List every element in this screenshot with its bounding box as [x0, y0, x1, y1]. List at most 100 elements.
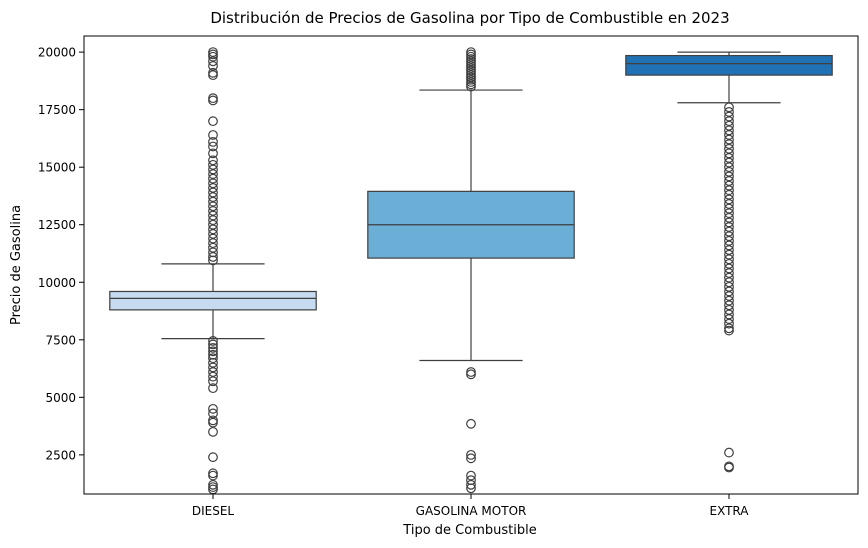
outlier-point: [724, 194, 734, 205]
y-tick-label: 15000: [38, 161, 76, 175]
box-group-extra: [625, 51, 833, 473]
outlier-point: [208, 164, 218, 175]
outlier-point: [208, 130, 218, 140]
outlier-point: [724, 143, 734, 154]
outlier-point: [208, 408, 218, 419]
outlier-point: [724, 116, 734, 127]
outlier-point: [208, 159, 218, 170]
outlier-point: [208, 192, 218, 203]
outlier-point: [208, 136, 218, 147]
outlier-point: [724, 314, 734, 324]
outlier-point: [208, 339, 218, 350]
outlier-point: [724, 258, 734, 269]
y-tick-label: 12500: [38, 218, 76, 232]
outlier-point: [208, 238, 218, 249]
outlier-point: [208, 178, 218, 189]
outlier-point: [208, 233, 218, 244]
outlier-point: [724, 235, 734, 246]
outlier-point: [208, 61, 218, 71]
outlier-point: [208, 346, 218, 357]
outlier-point: [724, 125, 734, 136]
outlier-point: [724, 222, 734, 232]
outlier-point: [724, 309, 734, 320]
outlier-point: [208, 215, 218, 226]
outlier-point: [466, 453, 476, 464]
outlier-point: [724, 462, 734, 473]
outlier-point: [466, 470, 476, 481]
outlier-point: [724, 180, 734, 191]
outlier-point: [466, 369, 476, 380]
y-tick-label: 7500: [45, 333, 76, 347]
outlier-point: [208, 182, 218, 193]
y-axis-label: Precio de Gasolina: [9, 205, 24, 325]
x-tick-label: EXTRA: [710, 504, 750, 518]
outlier-point: [724, 245, 734, 255]
outlier-point: [208, 224, 218, 235]
outlier-point: [724, 111, 734, 122]
outlier-point: [724, 130, 734, 140]
outlier-point: [208, 417, 218, 428]
outlier-point: [724, 171, 734, 182]
outlier-point: [724, 107, 734, 117]
outlier-point: [208, 169, 218, 179]
outlier-point: [208, 70, 218, 81]
outlier-point: [724, 277, 734, 288]
outlier-point: [208, 371, 218, 382]
outlier-point: [208, 252, 218, 262]
outlier-point: [724, 318, 734, 329]
outlier-point: [466, 449, 476, 460]
plot-area: [109, 47, 833, 495]
outlier-point: [208, 342, 218, 353]
iqr-box: [109, 290, 317, 311]
outlier-point: [208, 367, 218, 377]
outlier-point: [466, 418, 476, 429]
outlier-point: [724, 189, 734, 200]
outlier-point: [208, 148, 218, 159]
y-tick-label: 17500: [38, 103, 76, 117]
outlier-point: [724, 139, 734, 150]
box-group-diesel: [109, 47, 317, 495]
outlier-point: [724, 240, 734, 251]
chart-title: Distribución de Precios de Gasolina por …: [210, 9, 729, 27]
outlier-point: [724, 254, 734, 265]
outlier-point: [724, 185, 734, 196]
outlier-point: [466, 81, 476, 92]
outlier-point: [724, 304, 734, 315]
outlier-point: [724, 447, 734, 458]
outlier-point: [208, 383, 218, 394]
outlier-point: [724, 134, 734, 145]
box-group-gasolina-motor: [367, 47, 575, 494]
outlier-point: [724, 203, 734, 214]
outlier-point: [724, 153, 734, 163]
outlier-point: [208, 210, 218, 221]
outlier-point: [724, 162, 734, 173]
outlier-point: [208, 336, 218, 346]
outlier-point: [208, 219, 218, 230]
outlier-point: [208, 362, 218, 373]
outlier-point: [208, 206, 218, 216]
outlier-point: [208, 357, 218, 368]
outlier-point: [724, 199, 734, 209]
x-tick-label: GASOLINA MOTOR: [416, 504, 527, 518]
outlier-point: [724, 300, 734, 311]
y-tick-label: 5000: [45, 391, 76, 405]
outlier-point: [208, 376, 218, 387]
outlier-point: [466, 479, 476, 490]
outlier-point: [208, 426, 218, 437]
outlier-point: [208, 141, 218, 152]
y-tick-label: 2500: [45, 448, 76, 462]
outlier-point: [208, 470, 218, 481]
outlier-point: [208, 255, 218, 266]
outlier-point: [208, 187, 218, 198]
outlier-point: [724, 166, 734, 177]
y-tick-label: 20000: [38, 46, 76, 60]
outlier-point: [724, 120, 734, 131]
outlier-point: [724, 295, 734, 306]
outlier-point: [724, 263, 734, 274]
outlier-point: [208, 116, 218, 127]
outlier-point: [724, 281, 734, 292]
outlier-point: [724, 102, 734, 113]
iqr-box: [625, 54, 833, 76]
outlier-point: [208, 196, 218, 207]
